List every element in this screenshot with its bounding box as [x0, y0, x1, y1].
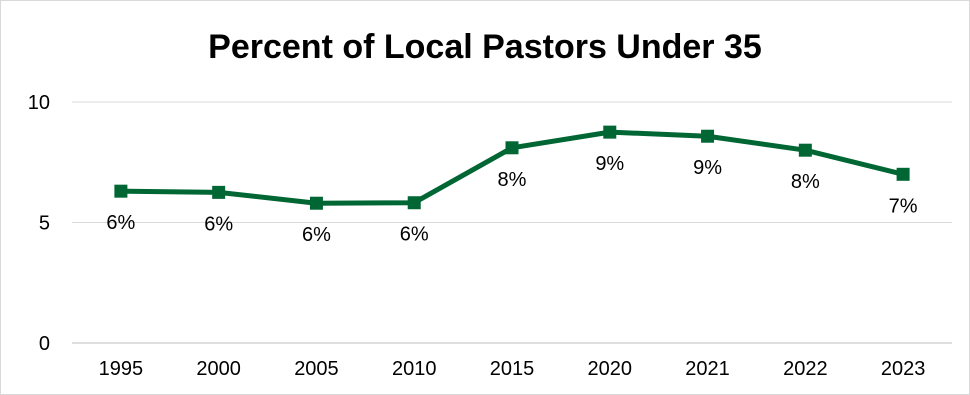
y-tick-label: 10 [28, 92, 50, 114]
data-label: 6% [302, 224, 331, 246]
x-tick-label: 2020 [588, 358, 633, 380]
data-label: 9% [693, 157, 722, 179]
x-tick-label: 2023 [881, 358, 926, 380]
x-tick-label: 2015 [490, 358, 535, 380]
x-tick-label: 2000 [196, 358, 241, 380]
y-tick-label: 5 [39, 213, 50, 235]
data-point-marker [798, 143, 812, 157]
data-point-marker [407, 196, 421, 210]
chart-title: Percent of Local Pastors Under 35 [208, 28, 762, 66]
x-tick-label: 2021 [685, 358, 730, 380]
x-tick-label: 1995 [99, 358, 144, 380]
data-label: 6% [106, 212, 135, 234]
data-label: 7% [889, 195, 918, 217]
data-label: 8% [498, 169, 527, 191]
data-label: 9% [595, 153, 624, 175]
y-tick-label: 0 [39, 333, 50, 355]
data-point-marker [701, 129, 715, 143]
x-tick-label: 2005 [294, 358, 339, 380]
x-tick-label: 2010 [392, 358, 437, 380]
data-point-marker [896, 167, 910, 181]
x-tick-label: 2022 [783, 358, 828, 380]
data-label: 8% [791, 171, 820, 193]
data-point-marker [212, 185, 226, 199]
data-point-marker [505, 141, 519, 155]
data-point-marker [603, 125, 617, 139]
data-point-marker [114, 184, 128, 198]
data-point-marker [309, 196, 323, 210]
data-label: 6% [204, 213, 233, 235]
data-label: 6% [400, 224, 429, 246]
